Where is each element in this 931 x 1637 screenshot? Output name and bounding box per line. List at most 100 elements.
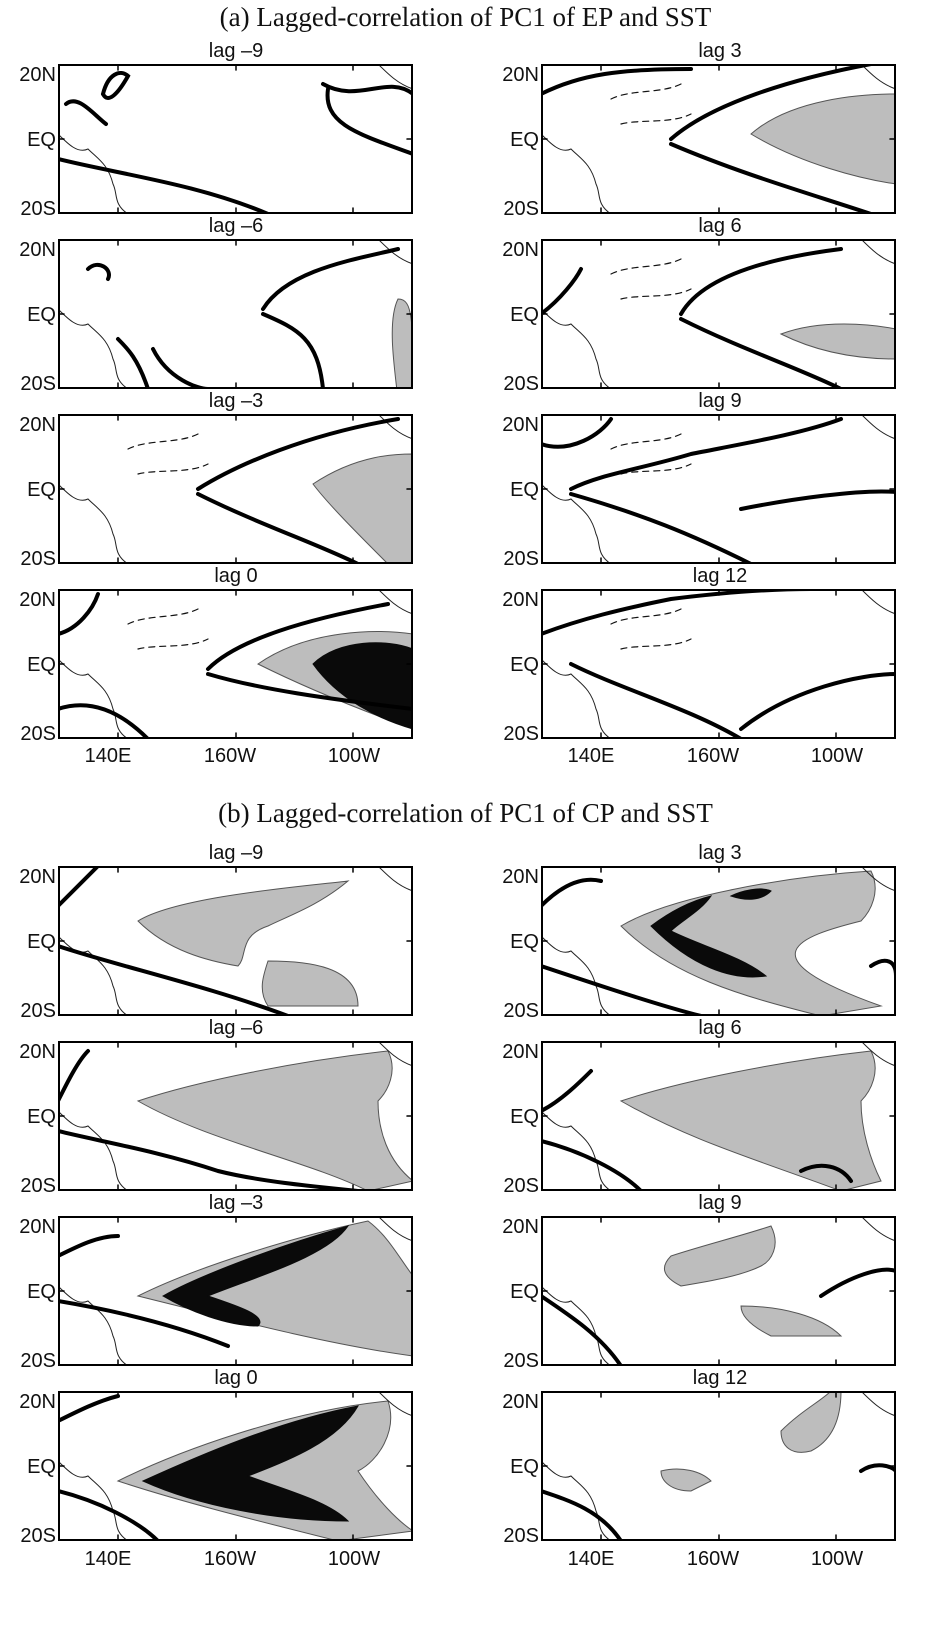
- map-svg: [58, 1391, 413, 1541]
- map-svg: [541, 1216, 896, 1366]
- positive-correlation-area: [136, 1220, 413, 1357]
- map-svg: [541, 414, 896, 564]
- positive-correlation-area: [750, 93, 896, 185]
- y-tick-label: 20N: [502, 589, 539, 611]
- y-tick-label: 20N: [19, 1216, 56, 1238]
- y-tick-label: EQ: [27, 931, 56, 953]
- map-panel: [58, 589, 413, 739]
- lag-title: lag 0: [214, 565, 258, 587]
- coastline: [377, 1041, 413, 1067]
- y-tick-label: 20N: [502, 239, 539, 261]
- positive-correlation-area: [312, 453, 413, 564]
- positive-correlation-area: [116, 1400, 413, 1541]
- coastline: [58, 308, 129, 389]
- y-tick-label: EQ: [27, 1281, 56, 1303]
- y-tick-label: EQ: [510, 129, 539, 151]
- y-tick-label: 20S: [503, 1350, 539, 1372]
- map-panel: [541, 589, 896, 739]
- zero-contour: [541, 1267, 896, 1366]
- map-svg: [541, 64, 896, 214]
- x-tick-label: 140E: [84, 745, 132, 767]
- map-panel: [541, 1391, 896, 1541]
- positive-correlation-area: [619, 1050, 882, 1191]
- section-b-title: (b) Lagged-correlation of PC1 of CP and …: [218, 798, 713, 828]
- strong-correlation-area: [162, 1225, 350, 1327]
- map-panel: [541, 239, 896, 389]
- coastline: [377, 64, 413, 90]
- zero-contour: [541, 1069, 853, 1191]
- coastline: [860, 1391, 896, 1417]
- positive-correlation-area: [391, 298, 413, 389]
- coastline: [860, 1041, 896, 1067]
- coastline: [541, 935, 612, 1016]
- y-tick-label: EQ: [27, 129, 56, 151]
- y-tick-label: 20S: [503, 548, 539, 570]
- coastline: [58, 483, 129, 564]
- map-panel: [58, 414, 413, 564]
- lag-title: lag 9: [698, 1192, 742, 1214]
- coastline: [58, 133, 129, 214]
- lag-title: lag –3: [208, 1192, 264, 1214]
- positive-correlation-area: [136, 1050, 413, 1191]
- coastline: [860, 414, 896, 440]
- strong-correlation-area: [650, 888, 772, 978]
- map-svg: [58, 589, 413, 739]
- y-tick-label: 20S: [503, 723, 539, 745]
- y-tick-label: 20S: [503, 1175, 539, 1197]
- map-panel: [541, 1216, 896, 1366]
- y-tick-label: 20S: [20, 198, 56, 220]
- map-svg: [541, 589, 896, 739]
- x-tick-label: 140E: [567, 1548, 615, 1570]
- map-panel: [58, 1391, 413, 1541]
- coastline: [860, 866, 896, 892]
- map-svg: [58, 239, 413, 389]
- coastline: [541, 1110, 612, 1191]
- zero-contour: [58, 1394, 160, 1541]
- negative-contour: [610, 83, 692, 125]
- lag-title: lag –6: [208, 215, 264, 237]
- y-tick-label: EQ: [510, 304, 539, 326]
- y-tick-label: 20N: [19, 1041, 56, 1063]
- y-tick-label: 20N: [502, 1391, 539, 1413]
- map-background: [541, 414, 896, 564]
- x-tick-label: 160W: [686, 1548, 740, 1570]
- lag-title: lag –9: [208, 40, 264, 62]
- y-tick-label: 20S: [503, 1000, 539, 1022]
- map-svg: [541, 1391, 896, 1541]
- x-tick-label: 140E: [84, 1548, 132, 1570]
- negative-contour: [127, 433, 209, 475]
- coastline: [541, 1460, 612, 1541]
- x-tick-label: 100W: [810, 1548, 864, 1570]
- positive-correlation-area: [137, 880, 359, 1007]
- coastline: [860, 239, 896, 265]
- coastline: [377, 1216, 413, 1242]
- positive-correlation-area: [779, 323, 896, 360]
- coastline: [541, 483, 612, 564]
- positive-correlation-area: [663, 1225, 843, 1337]
- zero-contour: [196, 417, 400, 564]
- map-background: [541, 1216, 896, 1366]
- y-tick-label: EQ: [510, 1456, 539, 1478]
- map-svg: [58, 64, 413, 214]
- y-tick-label: 20N: [19, 414, 56, 436]
- negative-contour: [610, 433, 692, 475]
- y-tick-label: EQ: [510, 1106, 539, 1128]
- lag-title: lag 3: [698, 842, 742, 864]
- map-svg: [541, 239, 896, 389]
- map-svg: [58, 866, 413, 1016]
- zero-contour: [541, 417, 896, 564]
- strong-correlation-area: [141, 1405, 359, 1522]
- y-tick-label: 20S: [503, 1525, 539, 1547]
- x-tick-label: 100W: [327, 1548, 381, 1570]
- coastline: [377, 239, 413, 265]
- y-tick-label: 20N: [502, 64, 539, 86]
- y-tick-label: 20S: [20, 1525, 56, 1547]
- x-tick-label: 140E: [567, 745, 615, 767]
- y-tick-label: 20N: [502, 1041, 539, 1063]
- coastline: [58, 1285, 129, 1366]
- y-tick-label: 20N: [19, 589, 56, 611]
- y-tick-label: EQ: [27, 1106, 56, 1128]
- lag-title: lag 3: [698, 40, 742, 62]
- y-tick-label: 20S: [20, 548, 56, 570]
- x-tick-label: 160W: [203, 745, 257, 767]
